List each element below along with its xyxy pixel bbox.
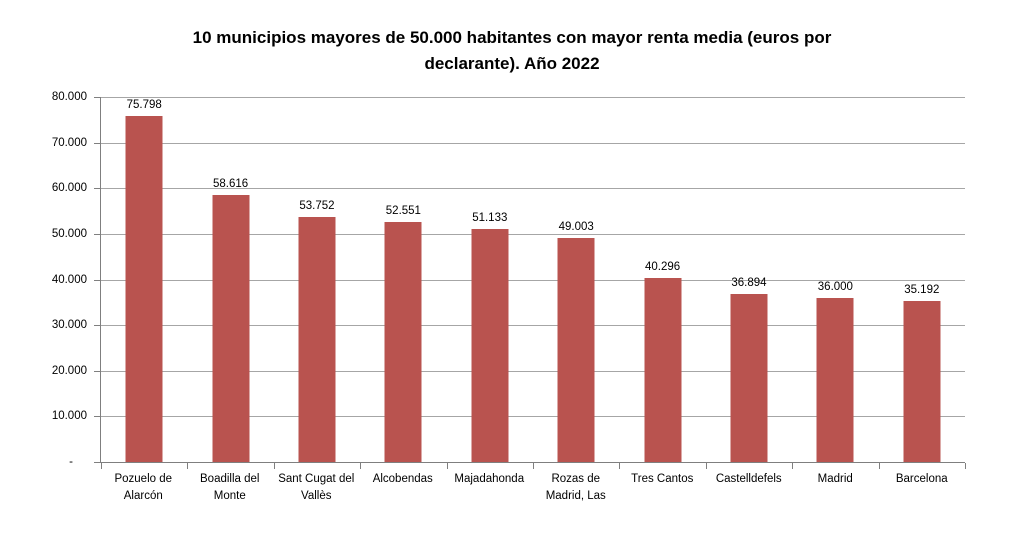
gridline	[101, 188, 965, 190]
bar-slot: 58.616	[187, 97, 273, 462]
x-axis-tick	[533, 463, 534, 469]
bar-value-label: 75.798	[126, 99, 162, 112]
bar	[816, 297, 854, 462]
bar	[644, 278, 682, 462]
gridline	[101, 279, 965, 281]
y-axis-tick	[94, 233, 100, 235]
bar	[212, 194, 250, 462]
y-axis-tick-label: 30.000	[51, 319, 87, 332]
x-axis-tick	[619, 463, 621, 469]
x-axis-tick	[792, 463, 794, 469]
y-axis-tick	[94, 97, 100, 98]
bar-slot: 35.192	[879, 97, 965, 462]
x-axis-labels: Pozuelo de Alarcón Boadilla del Monte Sant…	[100, 471, 965, 521]
x-axis-tick	[965, 463, 966, 469]
gridline	[101, 233, 965, 235]
category-label: Rozas de Madrid, Las	[545, 473, 606, 502]
y-axis-tick	[94, 325, 100, 327]
category-label: Sant Cugat del Vallès	[278, 473, 355, 502]
chart-title: 10 municipios mayores de 50.000 habitant…	[122, 25, 902, 77]
bar-slot: 40.296	[619, 97, 705, 462]
gridline	[101, 370, 965, 372]
category-label: Majadahonda	[454, 473, 525, 485]
y-axis-tick-label: 80.000	[51, 91, 87, 103]
bar	[384, 222, 422, 462]
chart-title-line-1: 10 municipios mayores de 50.000 habitant…	[192, 28, 832, 47]
category-label: Castelldefels	[715, 473, 782, 485]
bar-value-label: 58.616	[212, 177, 249, 190]
y-axis-tick-label: 10.000	[51, 410, 87, 423]
bar-slot: 52.551	[360, 97, 446, 462]
bar	[903, 301, 941, 462]
bar	[471, 228, 509, 462]
bar-value-label: 52.551	[385, 205, 421, 218]
y-axis-tick	[94, 188, 100, 190]
bar-value-label: 49.003	[558, 221, 594, 234]
y-axis-tick-label: 50.000	[51, 227, 87, 240]
x-axis-tick	[878, 463, 880, 469]
x-axis-tick	[360, 463, 362, 469]
y-axis-tick-label: 20.000	[51, 364, 87, 377]
bar-slot: 53.752	[274, 97, 360, 462]
bar	[125, 116, 163, 462]
bar-value-label: 35.192	[904, 284, 940, 297]
category-label: Tres Cantos	[631, 473, 694, 485]
bar-value-label: 51.133	[472, 211, 508, 224]
y-axis-tick-label: 40.000	[51, 273, 87, 286]
x-axis-tick	[101, 463, 102, 469]
category-label: Barcelona	[895, 473, 948, 485]
y-axis-tick-label: -	[69, 456, 73, 468]
x-axis-tick	[187, 463, 189, 469]
bar-slot: 36.000	[792, 97, 878, 462]
bar	[557, 238, 595, 462]
chart-title-line-2: declarante). Año 2022	[424, 54, 600, 73]
bar-value-label: 36.894	[731, 276, 767, 289]
bar	[730, 293, 768, 462]
bar-value-label: 36.000	[817, 280, 853, 293]
y-axis-tick	[94, 370, 100, 372]
y-axis-tick	[94, 142, 100, 144]
x-axis-tick	[446, 463, 448, 469]
gridline	[101, 142, 965, 144]
gridline	[101, 416, 965, 418]
bar-slot: 36.894	[706, 97, 792, 462]
y-axis-tick	[94, 279, 100, 281]
y-axis-tick-label: 70.000	[51, 136, 87, 149]
y-axis-tick	[94, 416, 100, 418]
bar-value-label: 40.296	[644, 261, 681, 274]
gridline	[101, 97, 965, 98]
y-axis-tick-label: 60.000	[51, 182, 87, 195]
category-label: Pozuelo de Alarcón	[114, 473, 173, 502]
bar-slot: 75.798	[101, 97, 187, 462]
category-label: Alcobendas	[372, 473, 433, 485]
bar-slot: 49.003	[533, 97, 619, 462]
bar-slot: 51.133	[447, 97, 533, 462]
category-label: Madrid	[817, 473, 853, 485]
x-axis-tick	[705, 463, 707, 469]
gridline	[101, 325, 965, 327]
y-axis-tick	[94, 462, 100, 463]
x-axis-tick	[273, 463, 275, 469]
bar	[298, 216, 336, 462]
category-label: Boadilla del Monte	[200, 473, 260, 502]
plot-area: 80.000 70.000 60.000 50.000 40.000 30.000 20.0…	[52, 91, 966, 469]
bar-value-label: 53.752	[299, 199, 335, 212]
